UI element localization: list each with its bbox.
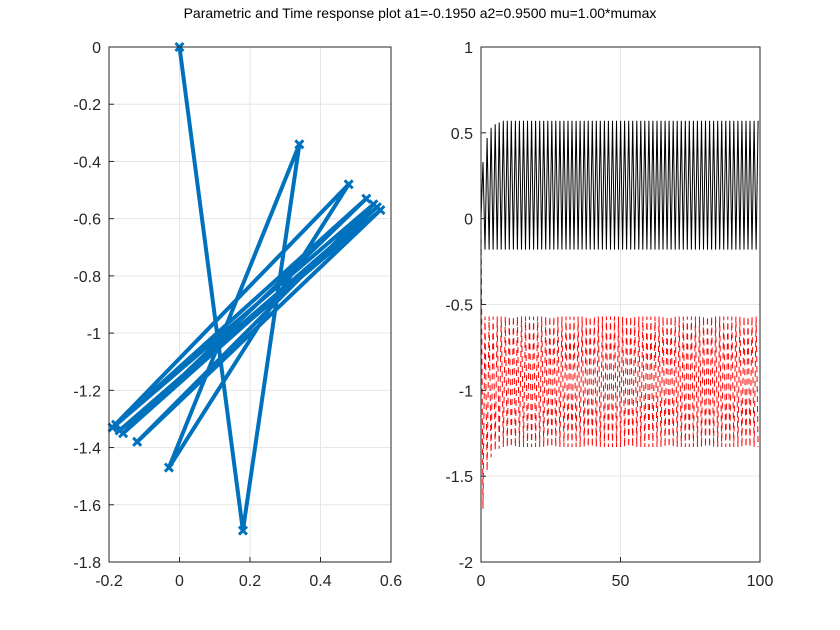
time-response-y-tick-label: -2 xyxy=(459,555,473,572)
time-response-y-tick-label: -1.5 xyxy=(445,469,473,486)
parametric-x-tick-label: -0.2 xyxy=(95,573,123,590)
parametric-marker xyxy=(368,199,379,210)
time-response-y-tick-label: -1 xyxy=(459,383,473,400)
parametric-x-tick-label: 0.6 xyxy=(380,573,402,590)
parametric-marker xyxy=(114,425,125,436)
parametric-x-tick-label: 0 xyxy=(175,573,184,590)
figure-title: Parametric and Time response plot a1=-0.… xyxy=(184,5,657,21)
time-response-x-tick-label: 100 xyxy=(747,573,774,590)
parametric-y-ticks: 0 -0.2 -0.4 -0.6 -0.8 -1 -1.2 -1.4 -1.6 -1.8 xyxy=(73,40,114,572)
parametric-y-tick-label: -0.4 xyxy=(73,154,101,171)
response-line-dashed xyxy=(480,218,759,509)
parametric-x-tick-label: 0.4 xyxy=(309,573,331,590)
time-response-x-ticks: 0 50 100 xyxy=(477,557,774,590)
parametric-marker xyxy=(237,525,249,536)
parametric-plot: -0.2 0 0.2 0.4 0.6 0 -0.2 -0.4 -0.6 -0.8 -1 -1.2 -1… xyxy=(73,40,402,590)
time-response-series xyxy=(480,120,759,509)
time-response-x-tick-label: 50 xyxy=(612,573,630,590)
parametric-y-tick-label: 0 xyxy=(92,40,101,57)
parametric-y-tick-label: -0.2 xyxy=(73,97,101,114)
time-response-y-tick-label: -0.5 xyxy=(445,298,473,315)
parametric-line xyxy=(110,46,383,533)
parametric-marker xyxy=(343,179,354,190)
time-response-plot: 0 50 100 1 0.5 0 -0.5 -1 -1.5 -2 xyxy=(445,40,773,590)
parametric-y-tick-label: -1.4 xyxy=(73,441,101,458)
parametric-x-tick-label: 0.2 xyxy=(239,573,261,590)
time-response-y-tick-label: 0 xyxy=(464,212,473,229)
parametric-y-tick-label: -1.2 xyxy=(73,383,101,400)
time-response-y-tick-label: 0.5 xyxy=(451,126,473,143)
parametric-y-tick-label: -0.8 xyxy=(73,269,101,286)
parametric-marker xyxy=(163,462,174,473)
parametric-y-tick-label: -1.8 xyxy=(73,555,101,572)
parametric-y-tick-label: -1.6 xyxy=(73,498,101,515)
parametric-y-tick-label: -0.6 xyxy=(73,212,101,229)
time-response-y-tick-label: 1 xyxy=(464,40,473,57)
parametric-y-tick-label: -1 xyxy=(87,326,101,343)
response-line-solid xyxy=(480,120,759,250)
time-response-x-tick-label: 0 xyxy=(477,573,486,590)
time-response-y-ticks: 1 0.5 0 -0.5 -1 -1.5 -2 xyxy=(445,40,486,572)
parametric-marker xyxy=(110,419,122,430)
parametric-series xyxy=(107,41,386,536)
parametric-marker xyxy=(294,139,305,150)
parametric-marker xyxy=(132,436,143,447)
parametric-x-ticks: -0.2 0 0.2 0.4 0.6 xyxy=(95,557,402,590)
